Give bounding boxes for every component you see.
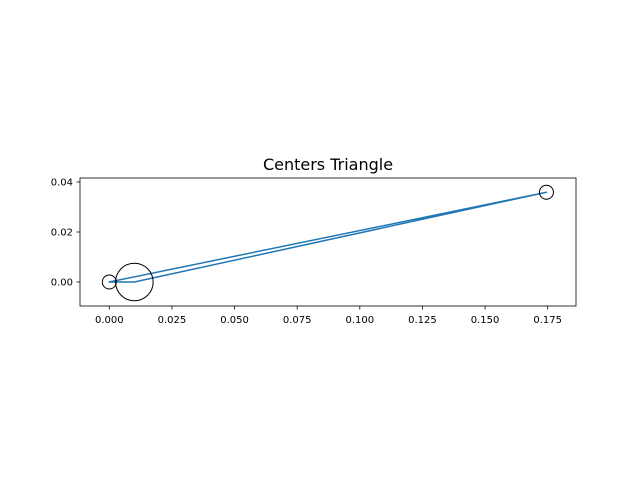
x-tick-label-5: 0.125 (408, 315, 437, 326)
center-circle-1 (115, 262, 154, 302)
y-tick-label-1: 0.02 (51, 228, 73, 239)
center-circle-2 (538, 184, 554, 200)
x-tick-label-1: 0.025 (158, 315, 187, 326)
center-circle-0 (101, 274, 117, 290)
x-tick-label-4: 0.100 (345, 315, 374, 326)
y-tick-label-2: 0.04 (51, 178, 73, 189)
x-tick-label-3: 0.075 (283, 315, 312, 326)
axes-frame (79, 177, 577, 307)
x-tick-label-2: 0.050 (220, 315, 249, 326)
x-tick-label-0: 0.000 (95, 315, 124, 326)
plot-area: 0.000 0.025 0.050 0.075 0.100 0.125 0.150 0.175… (51, 177, 577, 326)
chart-title: Centers Triangle (263, 155, 393, 174)
series-line-0 (108, 191, 548, 283)
x-tick-label-6: 0.150 (471, 315, 500, 326)
x-tick-label-7: 0.175 (533, 315, 562, 326)
y-tick-label-0: 0.00 (51, 278, 73, 289)
data-marks (101, 184, 554, 302)
